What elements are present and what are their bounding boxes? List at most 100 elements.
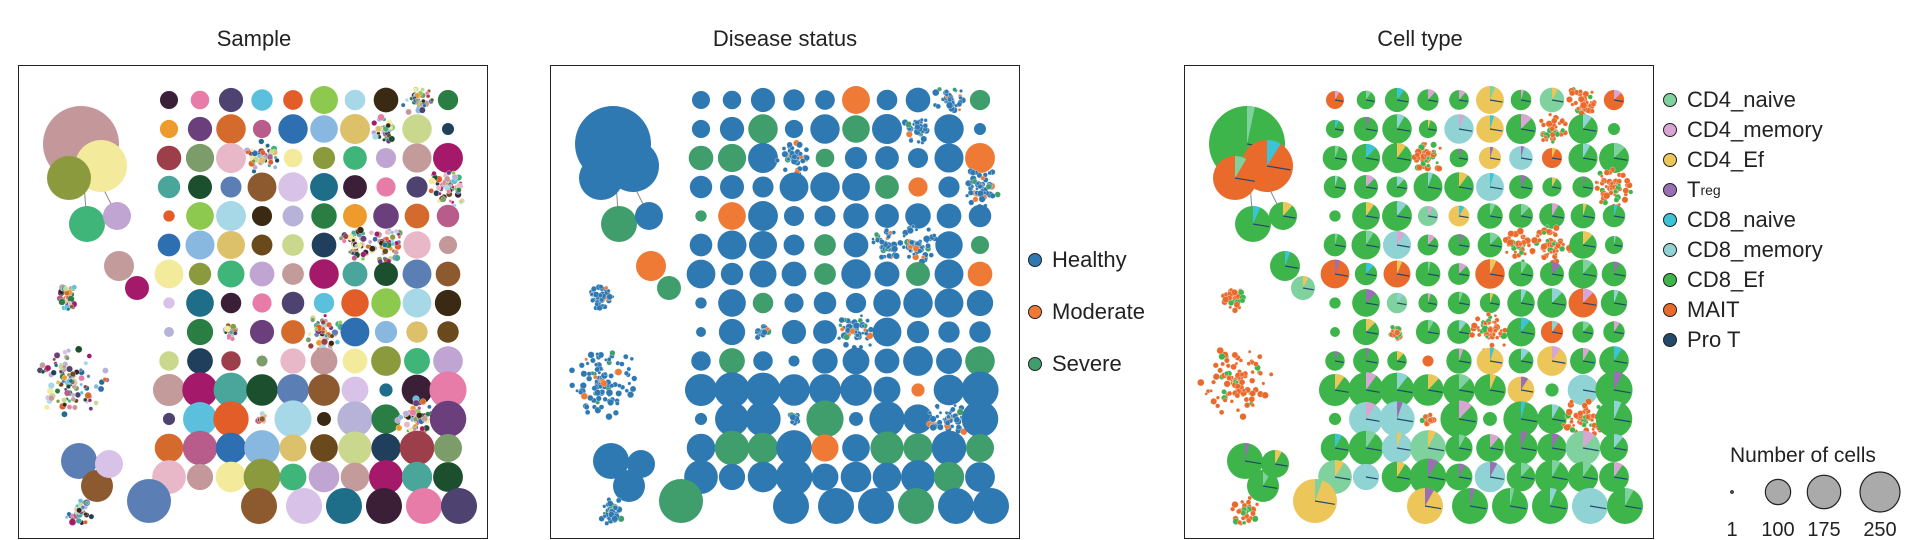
pro-t-slice: [1549, 505, 1567, 510]
clonotype-bubble: [373, 87, 399, 113]
clone-point: [891, 245, 899, 253]
pro-t-slice: [1582, 244, 1596, 248]
clonotype-bubble: [842, 115, 870, 143]
clonotype-bubble: [873, 376, 901, 404]
pro-t-slice: [1551, 476, 1568, 481]
clone-point: [1261, 391, 1269, 399]
clonotype-bubble: [374, 320, 398, 344]
celltype-slice: [1521, 146, 1525, 158]
clone-point: [944, 410, 949, 415]
pro-t-slice: [1365, 273, 1377, 277]
clonotype-bubble: [406, 176, 428, 198]
size-legend-title: Number of cells: [1730, 444, 1876, 467]
pro-t-slice: [1613, 99, 1624, 103]
clone-point: [1569, 426, 1576, 434]
clonotype-bubble: [870, 431, 904, 465]
clonotype-bubble: [906, 262, 930, 286]
clonotype-bubble: [433, 433, 463, 463]
clonotype-bubble: [718, 202, 746, 230]
clone-point: [800, 158, 806, 164]
clonotype-bubble: [104, 251, 134, 281]
clonotype-bubble: [684, 373, 718, 407]
clonotype-bubble: [311, 203, 337, 229]
clonotype-bubble: [438, 235, 458, 255]
pro-t-slice: [1489, 215, 1502, 219]
celltype-slice: [1335, 373, 1345, 390]
clonotype-bubble: [311, 232, 337, 258]
clone-point: [226, 333, 232, 339]
clone-point: [1549, 126, 1555, 132]
celltype-slice: [1459, 320, 1467, 332]
pro-t-slice: [1396, 215, 1411, 219]
clone-point: [612, 505, 619, 511]
clone-point: [1223, 380, 1231, 388]
celltype-slice: [1490, 292, 1494, 303]
pro-t-slice: [1469, 505, 1487, 510]
celltype-slice: [1614, 321, 1620, 332]
pro-t-slice: [1582, 360, 1595, 364]
legend-swatch: [1663, 153, 1677, 167]
clone-point: [77, 498, 83, 504]
clone-point: [431, 170, 437, 177]
clonotype-bubble: [776, 430, 812, 466]
clone-point: [774, 157, 780, 163]
celltype-slice: [1428, 261, 1431, 274]
celltype-slice: [1285, 251, 1291, 266]
clone-point: [428, 188, 434, 194]
clonotype-bubble: [371, 288, 401, 318]
celltype-slice: [1366, 372, 1377, 390]
clonotype-bubble: [783, 89, 805, 111]
clonotype-bubble: [965, 433, 995, 463]
clone-point: [47, 382, 55, 390]
clonotype-bubble: [1422, 355, 1434, 367]
clonotype-bubble: [182, 430, 218, 466]
clone-point: [600, 303, 605, 308]
clonotype-bubble: [783, 234, 805, 256]
clone-point: [412, 416, 418, 422]
clone-point: [1225, 363, 1231, 369]
pro-t-slice: [1458, 157, 1468, 160]
clonotype-bubble: [903, 404, 933, 434]
clonotype-bubble: [814, 205, 836, 227]
clone-point: [1553, 224, 1560, 232]
clonotype-bubble: [965, 346, 995, 376]
clonotype-bubble: [278, 114, 308, 144]
pro-t-slice: [1551, 273, 1563, 277]
clone-point: [1603, 192, 1611, 200]
clone-point: [1531, 236, 1539, 244]
pro-t-slice: [1396, 99, 1408, 103]
clone-point: [83, 512, 88, 517]
clone-point: [446, 170, 452, 176]
clonotype-bubble: [187, 116, 213, 142]
clonotype-bubble: [341, 376, 369, 404]
clonotype-bubble: [718, 289, 746, 317]
celltype-slice: [1552, 177, 1557, 187]
clone-point: [1241, 388, 1246, 393]
clone-point: [1502, 343, 1507, 347]
clonotype-bubble: [809, 374, 841, 406]
clone-point: [50, 369, 57, 376]
celltype-slice: [1490, 461, 1498, 477]
clonotype-bubble: [601, 206, 637, 242]
clone-point: [372, 133, 379, 140]
clone-point: [923, 235, 931, 243]
celltype-slice: [1335, 433, 1342, 448]
clone-point: [989, 193, 996, 199]
pro-t-slice: [1365, 215, 1379, 219]
clone-point: [422, 103, 427, 108]
clonotype-bubble: [722, 90, 742, 110]
clone-point: [587, 351, 595, 359]
clone-point: [79, 390, 84, 395]
pro-t-slice: [1334, 99, 1344, 102]
clone-point: [377, 113, 385, 121]
clone-point: [587, 394, 594, 402]
clonotype-bubble: [717, 230, 747, 260]
clone-point: [402, 410, 410, 417]
clonotype-bubble: [252, 119, 272, 139]
clone-point: [978, 195, 986, 203]
pro-t-slice: [1520, 273, 1533, 277]
celltype-slice: [1583, 143, 1591, 158]
clonotype-bubble: [966, 289, 994, 317]
celltype-slice: [1428, 293, 1431, 303]
celltype-slice: [1397, 292, 1404, 303]
